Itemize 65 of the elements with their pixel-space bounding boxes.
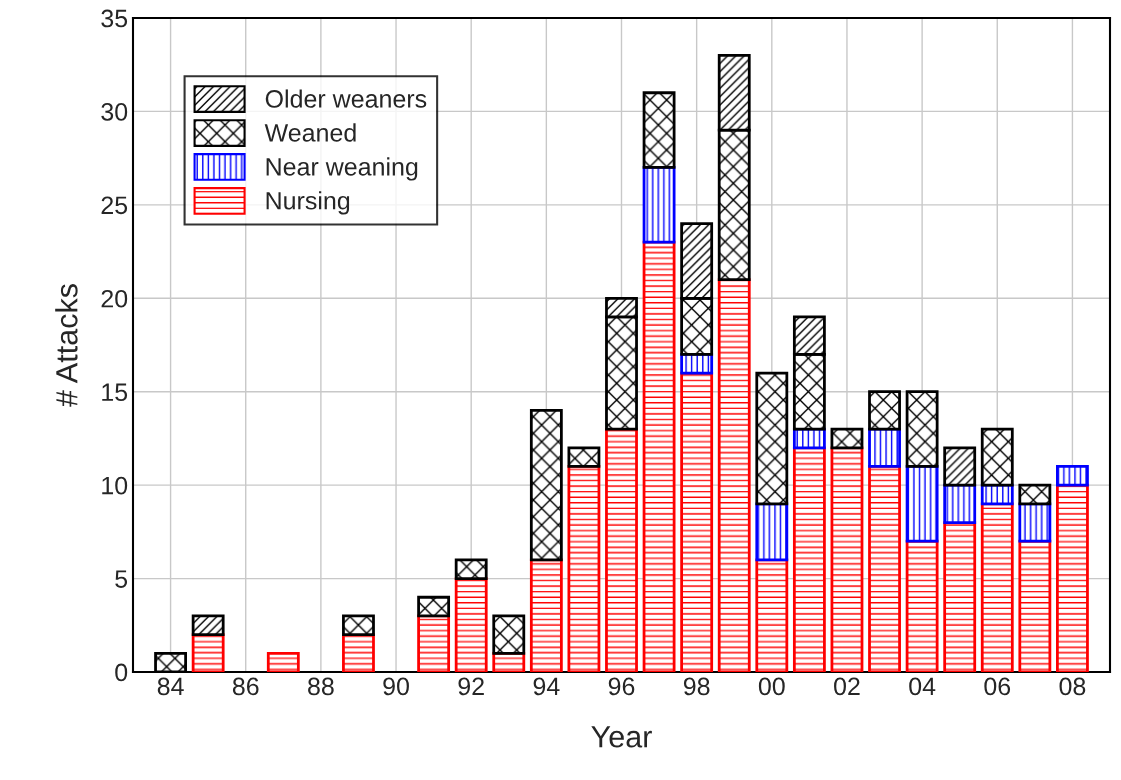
bar: [868, 465, 901, 672]
bar: [943, 521, 977, 672]
bar: [191, 633, 225, 672]
y-tick-label: 10: [102, 476, 128, 495]
bar: [943, 446, 977, 487]
bar: [642, 91, 676, 169]
bar: [792, 427, 826, 450]
bar: [567, 465, 601, 672]
y-tick-label: 35: [101, 9, 128, 28]
x-tick-label: 88: [308, 677, 334, 696]
bar: [868, 390, 901, 431]
x-tick-label: 96: [608, 677, 635, 696]
legend-label: Nursing: [266, 191, 350, 215]
bar: [1018, 502, 1052, 543]
bar: [492, 614, 526, 655]
bar: [905, 390, 939, 468]
x-tick-label: 00: [758, 677, 785, 696]
bar: [830, 427, 864, 450]
bar: [529, 409, 563, 562]
y-tick-label: 5: [115, 570, 128, 588]
bar: [454, 577, 488, 672]
bar: [567, 446, 601, 468]
y-tick-label: 25: [101, 196, 128, 215]
bar: [755, 502, 789, 562]
bar: [417, 595, 451, 618]
bar: [454, 558, 488, 580]
x-tick-label: 90: [383, 677, 409, 696]
bar: [905, 465, 939, 543]
x-tick-label: 98: [683, 677, 710, 696]
x-tick-label: 84: [157, 677, 184, 696]
x-tick-label: 86: [232, 677, 259, 696]
legend-label: Older weaners: [265, 89, 427, 108]
bar: [1018, 483, 1052, 506]
bar: [529, 558, 563, 672]
bar: [266, 651, 300, 672]
bar: [680, 371, 714, 672]
legend-label: Near weaning: [266, 157, 418, 181]
bar: [755, 371, 789, 506]
x-tick-label: 08: [1059, 677, 1086, 696]
bar: [605, 427, 638, 672]
y-tick-label: 30: [101, 103, 128, 121]
y-tick-label: 20: [101, 289, 128, 308]
bar: [868, 427, 901, 468]
x-tick-label: 92: [458, 677, 484, 696]
y-tick-label: 15: [102, 383, 128, 402]
bar: [980, 427, 1014, 487]
bar: [1056, 465, 1089, 487]
bar: [980, 502, 1014, 672]
bar: [342, 614, 375, 637]
y-tick-label: 0: [115, 663, 128, 682]
bar: [191, 614, 225, 637]
bar: [717, 278, 751, 672]
bar: [830, 446, 864, 672]
y-axis-title: # Attacks: [55, 284, 78, 407]
bar: [792, 446, 826, 672]
x-axis-title: Year: [591, 726, 652, 748]
bar: [417, 614, 451, 672]
x-tick-label: 02: [834, 677, 860, 696]
bar: [642, 166, 676, 244]
bar: [755, 558, 789, 672]
x-tick-label: 94: [533, 677, 560, 696]
bar: [342, 633, 375, 672]
legend-label: Weaned: [264, 123, 356, 142]
x-tick-label: 06: [984, 677, 1011, 696]
x-tick-label: 04: [909, 677, 936, 696]
